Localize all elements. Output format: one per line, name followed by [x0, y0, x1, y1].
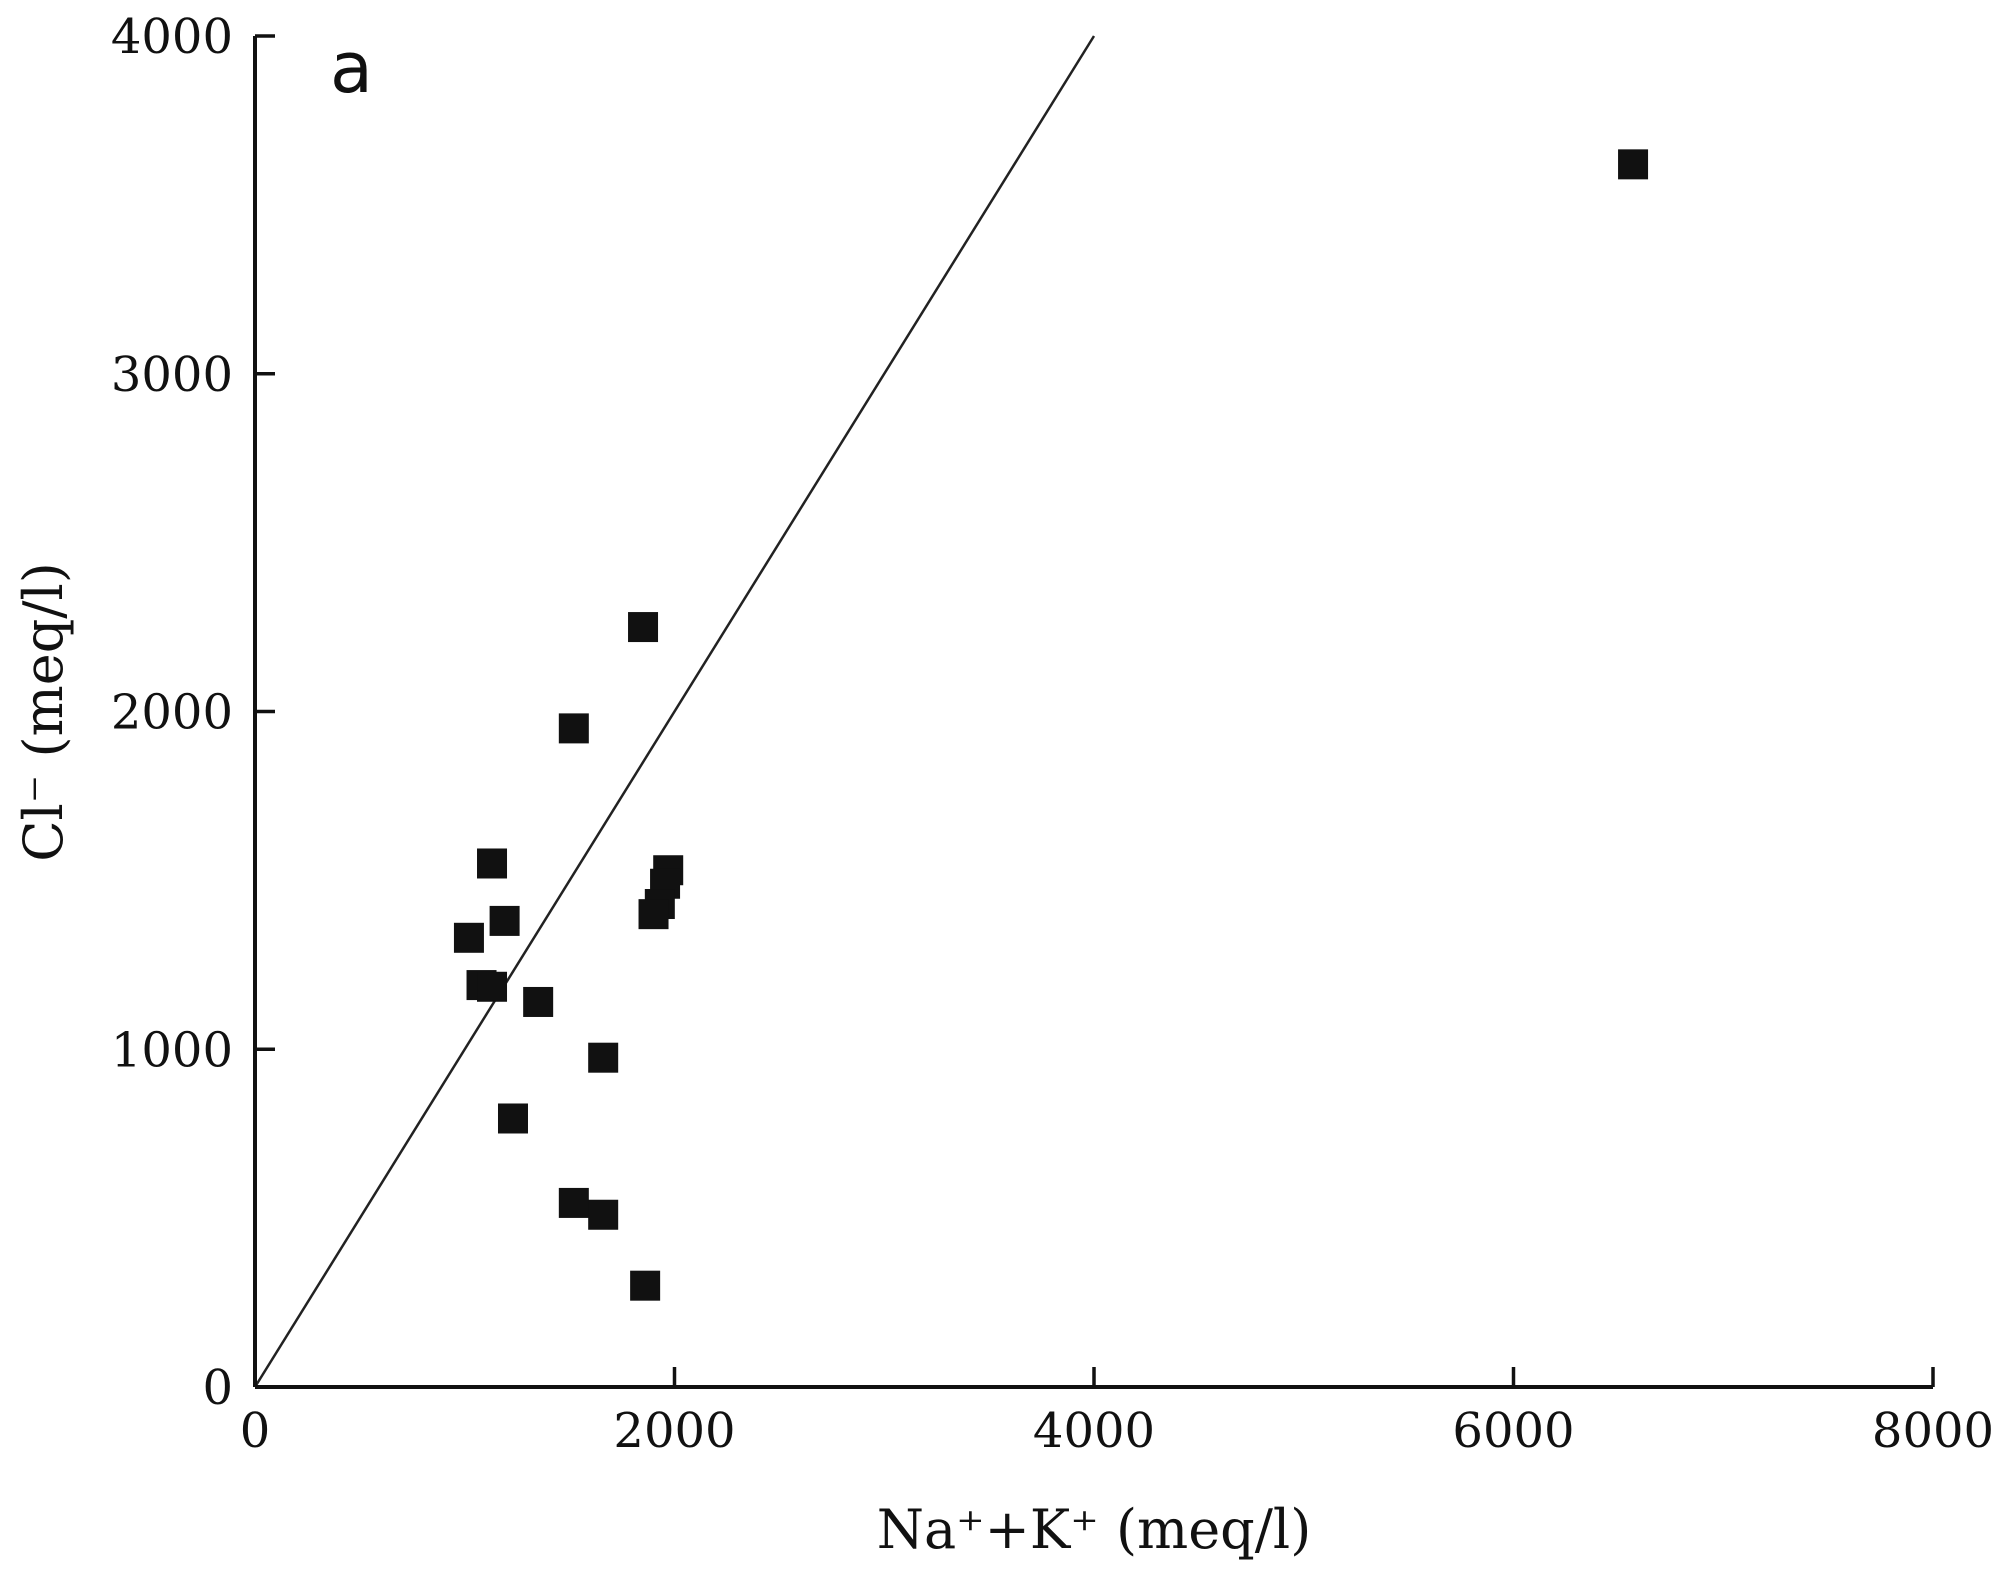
plot-area: 0 2000 4000 6000 8000 0 1000 2000 3000 4000: [111, 9, 1994, 1459]
x-tick-label: 6000: [1452, 1403, 1574, 1459]
data-point: [489, 905, 520, 936]
x-tick-label: 0: [240, 1403, 271, 1459]
data-point: [477, 971, 508, 1002]
data-point: [628, 612, 659, 643]
data-point: [638, 899, 669, 930]
panel-label: a: [330, 27, 373, 109]
y-tick-label: 0: [202, 1360, 233, 1416]
data-point: [558, 1187, 589, 1218]
y-axis-title: Cl⁻ (meq/l): [12, 562, 75, 862]
data-point: [588, 1199, 619, 1230]
y-tick-label: 1000: [111, 1022, 233, 1078]
x-tick-label: 2000: [613, 1403, 735, 1459]
data-point: [630, 1270, 661, 1301]
data-point: [523, 986, 554, 1017]
data-point: [453, 922, 484, 953]
data-point: [1618, 149, 1649, 180]
y-tick-label: 4000: [111, 9, 233, 65]
data-point: [588, 1042, 619, 1073]
x-axis-title: Na⁺+K⁺ (meq/l): [877, 1498, 1312, 1561]
one-to-one-line: [253, 35, 1096, 1388]
x-tick-label: 8000: [1872, 1403, 1994, 1459]
x-tick-label: 4000: [1033, 1403, 1155, 1459]
data-point: [477, 848, 508, 879]
data-point: [558, 713, 589, 744]
y-tick-label: 3000: [111, 347, 233, 403]
data-point: [497, 1103, 528, 1134]
y-tick-label: 2000: [111, 685, 233, 741]
